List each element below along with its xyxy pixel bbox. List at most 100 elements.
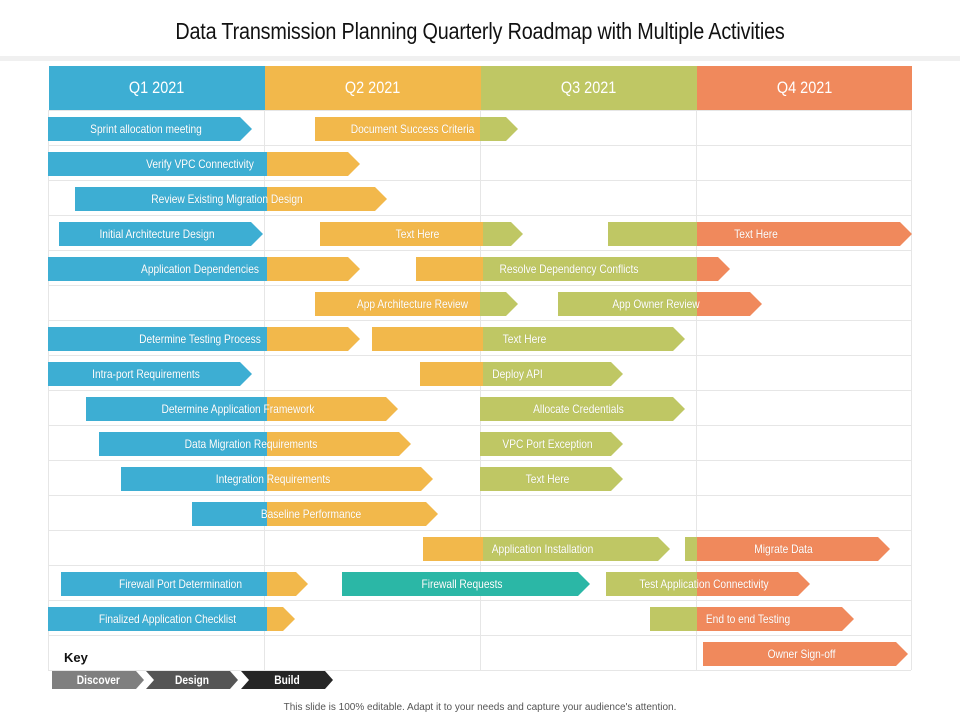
activity-label: Document Success Criteria bbox=[350, 122, 475, 136]
activity-bar: Integration Requirements bbox=[121, 467, 433, 491]
grid-row-line bbox=[48, 250, 911, 251]
footer-note: This slide is 100% editable. Adapt it to… bbox=[283, 702, 677, 713]
activity-bar-segment bbox=[697, 257, 730, 281]
key-item-label: Design bbox=[174, 673, 209, 687]
activity-label: Migrate Data bbox=[754, 542, 813, 556]
activity-bar: App Owner Review bbox=[558, 292, 762, 316]
activity-bar: Verify VPC Connectivity bbox=[48, 152, 360, 176]
activity-bar-segment bbox=[372, 327, 483, 351]
activity-label: Deploy API bbox=[492, 367, 543, 381]
activity-bar: Data Migration Requirements bbox=[99, 432, 411, 456]
quarter-header-4: Q4 2021 bbox=[697, 66, 912, 110]
activity-label: Finalized Application Checklist bbox=[98, 612, 237, 626]
activity-label: Text Here bbox=[395, 227, 440, 241]
activity-bar: Finalized Application Checklist bbox=[48, 607, 295, 631]
activity-label: Verify VPC Connectivity bbox=[146, 157, 254, 171]
grid-row-line bbox=[48, 635, 911, 636]
activity-bar-segment bbox=[480, 467, 623, 491]
grid-row-line bbox=[48, 355, 911, 356]
activity-bar-segment bbox=[99, 432, 267, 456]
activity-bar-segment bbox=[48, 117, 252, 141]
activity-bar: Application Installation bbox=[423, 537, 670, 561]
activity-bar-segment bbox=[697, 607, 854, 631]
activity-bar-segment bbox=[697, 292, 762, 316]
activity-bar-segment bbox=[61, 572, 267, 596]
activity-label: App Architecture Review bbox=[356, 297, 469, 311]
activity-label: Firewall Requests bbox=[421, 577, 503, 591]
activity-bar-segment bbox=[703, 642, 908, 666]
activity-bar-segment bbox=[315, 117, 480, 141]
activity-bar-segment bbox=[267, 502, 438, 526]
activity-label: Test Application Connectivity bbox=[639, 577, 769, 591]
activity-bar: Allocate Credentials bbox=[480, 397, 685, 421]
key-item-build: Build bbox=[241, 671, 333, 689]
activity-bar-segment bbox=[480, 432, 623, 456]
activity-bar-segment bbox=[423, 537, 483, 561]
activity-bar: Test Application Connectivity bbox=[606, 572, 810, 596]
activity-bar-segment bbox=[483, 362, 623, 386]
activity-bar-segment bbox=[685, 537, 697, 561]
activity-bar-segment bbox=[267, 397, 398, 421]
activity-bar-segment bbox=[320, 222, 483, 246]
activity-label: Determine Application Framework bbox=[161, 402, 315, 416]
activity-label: Resolve Dependency Conflicts bbox=[499, 262, 639, 276]
grid-row-line bbox=[48, 320, 911, 321]
title-underline bbox=[0, 56, 960, 61]
grid-row-line bbox=[48, 180, 911, 181]
grid-column-line bbox=[696, 110, 697, 670]
activity-label: Firewall Port Determination bbox=[118, 577, 243, 591]
grid-row-line bbox=[48, 425, 911, 426]
activity-bar-segment bbox=[267, 187, 387, 211]
quarter-label: Q2 2021 bbox=[345, 78, 401, 97]
activity-bar-segment bbox=[267, 257, 360, 281]
activity-bar-segment bbox=[48, 607, 267, 631]
activity-bar: End to end Testing bbox=[650, 607, 854, 631]
activity-bar: Migrate Data bbox=[685, 537, 890, 561]
activity-bar-segment bbox=[267, 467, 433, 491]
activity-bar-segment bbox=[483, 327, 685, 351]
quarter-header-3: Q3 2021 bbox=[481, 66, 697, 110]
activity-bar-segment bbox=[86, 397, 267, 421]
activity-bar-segment bbox=[75, 187, 267, 211]
activity-bar-segment bbox=[48, 362, 252, 386]
activity-bar: Deploy API bbox=[420, 362, 623, 386]
activity-bar-segment bbox=[267, 152, 360, 176]
activity-bar-segment bbox=[192, 502, 267, 526]
activity-bar: Document Success Criteria bbox=[315, 117, 518, 141]
grid-row-line bbox=[48, 600, 911, 601]
activity-bar: Application Dependencies bbox=[48, 257, 360, 281]
activity-bar: VPC Port Exception bbox=[480, 432, 623, 456]
quarter-label: Q3 2021 bbox=[561, 78, 617, 97]
grid-column-line bbox=[48, 110, 49, 670]
activity-label: Review Existing Migration Design bbox=[151, 192, 303, 206]
key-item-design: Design bbox=[146, 671, 238, 689]
activity-bar-segment bbox=[606, 572, 697, 596]
activity-label: End to end Testing bbox=[705, 612, 791, 626]
activity-bar: Owner Sign-off bbox=[703, 642, 908, 666]
activity-bar: Text Here bbox=[372, 327, 685, 351]
activity-bar-segment bbox=[650, 607, 697, 631]
grid-row-line bbox=[48, 530, 911, 531]
activity-label: Initial Architecture Design bbox=[99, 227, 215, 241]
activity-bar: Baseline Performance bbox=[192, 502, 438, 526]
grid-row-line bbox=[48, 215, 911, 216]
activity-bar-segment bbox=[558, 292, 697, 316]
grid-row-line bbox=[48, 565, 911, 566]
activity-label: Baseline Performance bbox=[260, 507, 362, 521]
activity-label: App Owner Review bbox=[612, 297, 700, 311]
grid-row-line bbox=[48, 460, 911, 461]
activity-label: Application Dependencies bbox=[141, 262, 259, 276]
activity-label: Intra-port Requirements bbox=[92, 367, 200, 381]
activity-bar-segment bbox=[420, 362, 483, 386]
activity-bar-segment bbox=[697, 572, 810, 596]
quarter-label: Q1 2021 bbox=[129, 78, 185, 97]
activity-label: Sprint allocation meeting bbox=[90, 122, 202, 136]
grid-row-line bbox=[48, 285, 911, 286]
key-item-discover: Discover bbox=[52, 671, 144, 689]
activity-bar-segment bbox=[483, 257, 697, 281]
grid-row-line bbox=[48, 145, 911, 146]
activity-label: VPC Port Exception bbox=[502, 437, 593, 451]
page-title: Data Transmission Planning Quarterly Roa… bbox=[175, 18, 785, 44]
activity-bar-segment bbox=[480, 397, 685, 421]
activity-label: Text Here bbox=[734, 227, 778, 241]
